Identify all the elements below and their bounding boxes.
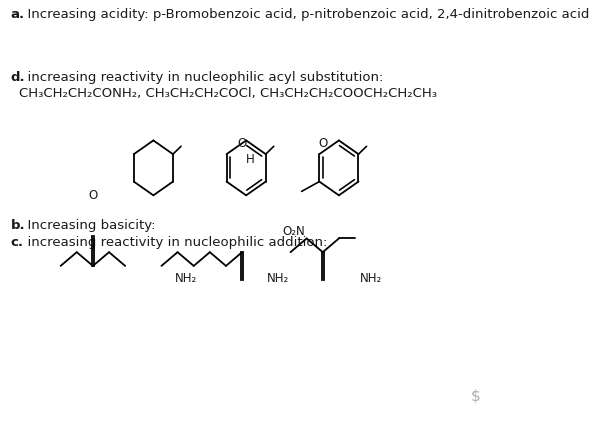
Text: increasing reactivity in nucleophilic acyl substitution:: increasing reactivity in nucleophilic ac…: [19, 71, 383, 84]
Text: O: O: [88, 189, 97, 203]
Text: NH₂: NH₂: [174, 272, 197, 285]
Text: Increasing basicity:: Increasing basicity:: [19, 219, 155, 232]
Text: b.: b.: [10, 219, 25, 232]
Text: O: O: [237, 136, 247, 149]
Text: NH₂: NH₂: [267, 272, 289, 285]
Text: CH₃CH₂CH₂CONH₂, CH₃CH₂CH₂COCl, CH₃CH₂CH₂COOCH₂CH₂CH₃: CH₃CH₂CH₂CONH₂, CH₃CH₂CH₂COCl, CH₃CH₂CH₂…: [19, 87, 437, 100]
Text: Increasing acidity: p-Bromobenzoic acid, p-nitrobenzoic acid, 2,4-dinitrobenzoic: Increasing acidity: p-Bromobenzoic acid,…: [19, 8, 589, 21]
Text: O₂N: O₂N: [282, 225, 305, 238]
Text: NH₂: NH₂: [360, 272, 382, 285]
Text: c.: c.: [10, 236, 24, 249]
Text: $: $: [470, 388, 480, 403]
Text: O: O: [318, 136, 327, 149]
Text: a.: a.: [10, 8, 24, 21]
Text: d.: d.: [10, 71, 25, 84]
Text: H: H: [246, 152, 255, 165]
Text: increasing reactivity in nucleophilic addition:: increasing reactivity in nucleophilic ad…: [19, 236, 327, 249]
